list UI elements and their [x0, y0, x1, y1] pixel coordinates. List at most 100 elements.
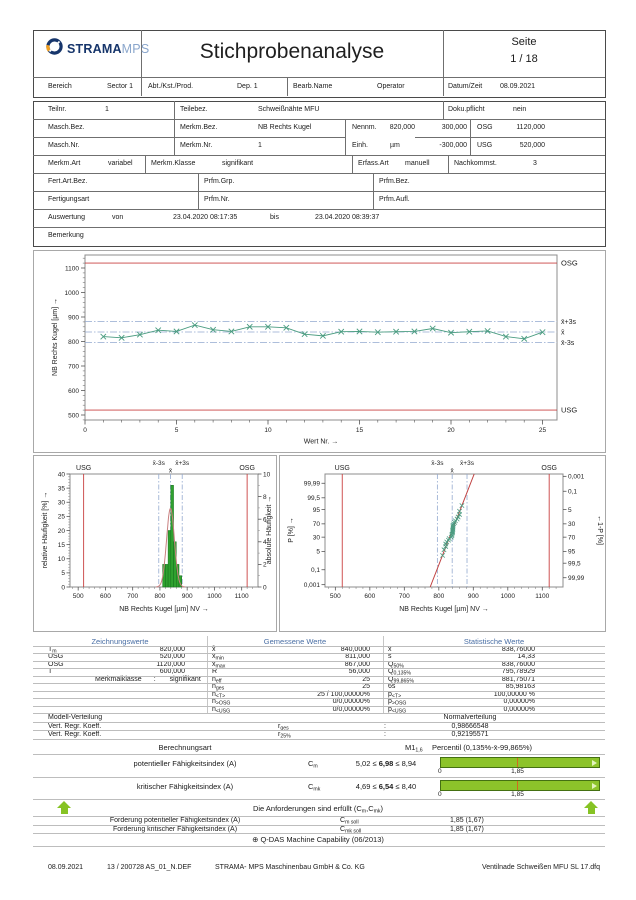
svg-text:10: 10 [264, 427, 272, 434]
stats-row: USG 520,000 [48, 653, 185, 660]
regr-koeff-1-label: Vert. Regr. Koeff. [48, 722, 102, 730]
svg-text:500: 500 [68, 412, 79, 419]
merkmbez-value: NB Rechts Kugel [258, 124, 312, 131]
field-datum-value: 08.09.2021 [500, 83, 536, 90]
svg-text:0,001: 0,001 [304, 582, 321, 589]
svg-text:5: 5 [316, 549, 320, 556]
svg-text:800: 800 [154, 593, 165, 600]
stats-row: x̄ 838,76000 [388, 645, 535, 653]
capability-bar [440, 757, 600, 768]
svg-text:500: 500 [73, 593, 84, 600]
svg-text:0,1: 0,1 [568, 489, 577, 496]
svg-text:35: 35 [58, 485, 66, 492]
run-chart: 500 600 700 800 900 1000 1100 0 5 10 15 20 25 OSG USG x… [52, 254, 578, 446]
capability-bar [440, 780, 600, 791]
svg-text:x̄+3s: x̄+3s [561, 319, 576, 326]
capability-symbol: Cmk [308, 782, 321, 793]
svg-text:95: 95 [313, 507, 321, 514]
svg-text:NB Rechts Kugel [µm] →: NB Rechts Kugel [µm] → [52, 298, 59, 376]
stats-row: x̃ 840,0000 [212, 645, 370, 653]
usg-value: 520,000 [519, 142, 545, 149]
svg-text:5: 5 [61, 570, 65, 577]
erfassart-value: manuell [405, 160, 430, 167]
logo-text-light: MPS [121, 42, 150, 56]
histogram-panel [33, 455, 277, 632]
footer-company: STRAMA- MPS Maschinenbau GmbH & Co. KG [215, 864, 365, 871]
bar-zero-label: 0 [438, 768, 442, 775]
regr-koeff-1-symbol: rges [278, 722, 289, 731]
svg-text:x̄: x̄ [561, 330, 565, 337]
svg-text:500: 500 [330, 593, 341, 600]
auswertung-bis-value: 23.04.2020 08:39:37 [315, 214, 380, 221]
stats-row: Q99,865% 881,75071 [388, 675, 535, 684]
svg-text:NB Rechts Kugel [µm] NV →: NB Rechts Kugel [µm] NV → [119, 606, 209, 613]
svg-text:900: 900 [182, 593, 193, 600]
stats-row: p>OSG 0,00000% [388, 698, 535, 707]
svg-text:30: 30 [58, 500, 66, 507]
prfmbez-label: Prfm.Bez. [379, 178, 410, 185]
footer-date: 08.09.2021 [48, 864, 84, 871]
svg-text:1000: 1000 [501, 593, 516, 600]
stats-row: 6s 85,98163 [388, 683, 535, 690]
stats-row: xmin 811,000 [212, 653, 370, 662]
maschbez-label: Masch.Bez. [48, 124, 85, 131]
bar-arrow-icon [592, 782, 597, 789]
svg-text:USG: USG [335, 465, 350, 472]
svg-text:25: 25 [539, 427, 547, 434]
regr-koeff-2-label: Vert. Regr. Koeff. [48, 731, 102, 738]
teilebez-label: Teilebez. [180, 106, 208, 113]
merkmbez-label: Merkm.Bez. [180, 124, 218, 131]
svg-text:25: 25 [58, 514, 66, 521]
modell-verteilung-label: Modell-Verteilung [48, 714, 103, 721]
svg-text:x̄-3s: x̄-3s [561, 340, 575, 347]
svg-text:5: 5 [568, 507, 572, 514]
osg-value: 1120,000 [516, 124, 545, 131]
svg-text:1100: 1100 [235, 593, 249, 600]
svg-text:800: 800 [68, 339, 79, 346]
svg-text:700: 700 [68, 363, 79, 370]
bemerkung-label: Bemerkung [48, 232, 84, 239]
auswertung-von-value: 23.04.2020 08:17:35 [173, 214, 238, 221]
stats-header: Gemessene Werte [263, 636, 327, 646]
stats-row: n<USG 0/0,00000% [212, 705, 370, 714]
svg-text:OSG: OSG [561, 259, 578, 268]
field-abt-value: Dep. 1 [237, 83, 258, 90]
svg-text:900: 900 [468, 593, 479, 600]
capability-label: kritischer Fähigkeitsindex (A) [136, 782, 234, 791]
stats-header: Statistische Werte [463, 636, 525, 646]
einh-label: Einh. [352, 142, 368, 149]
svg-text:600: 600 [68, 388, 79, 395]
dokupflicht-label: Doku.pflicht [448, 106, 485, 113]
stats-row: nges 25 [212, 683, 370, 692]
svg-text:←1-P [%]: ←1-P [%] [596, 515, 603, 545]
requirement-symbol: Cmk soll [340, 825, 362, 834]
teilebez-value: Schweißnähte MFU [258, 106, 320, 113]
svg-text:8: 8 [263, 494, 267, 501]
svg-text:30: 30 [568, 521, 576, 528]
requirements-result-text: Die Anforderungen sind erfüllt (Cm,Cmk) [252, 803, 384, 814]
stats-row: OSG 1120,000 [48, 660, 185, 668]
stats-row: Q0,135% 795,78929 [388, 668, 535, 677]
svg-text:600: 600 [364, 593, 375, 600]
svg-text:6: 6 [263, 517, 267, 524]
qdas-note: ⊕ Q-DAS Machine Capability (06/2013) [252, 835, 384, 844]
svg-text:NB Rechts Kugel [µm] NV →: NB Rechts Kugel [µm] NV → [399, 606, 489, 613]
svg-text:600: 600 [100, 593, 111, 600]
merkmnr-value: 1 [258, 142, 262, 149]
einh-value: µm [390, 142, 400, 149]
svg-text:2: 2 [263, 562, 267, 569]
osg-label: OSG [477, 124, 493, 131]
berechnungsart-value: Percentil (0,135%-x̄-99,865%) [432, 743, 533, 752]
modell-verteilung-value: Normalverteilung [443, 714, 497, 721]
stats-row: Q50% 838,76000 [388, 660, 535, 669]
svg-text:0: 0 [61, 584, 65, 591]
svg-text:OSG: OSG [239, 465, 255, 472]
regr-koeff-1-value: 0,98666548 [451, 722, 489, 730]
stats-row: p<USG 0,00000% [388, 705, 535, 714]
statistics-table: Zeichnungswerte Gemessene Werte Statistisc… [33, 636, 605, 714]
field-datum-label: Datum/Zeit [448, 83, 483, 90]
requirement-symbol: Cm soll [340, 817, 359, 826]
run-chart-panel [33, 250, 606, 453]
regr-koeff-2-symbol: r25% [278, 731, 291, 740]
